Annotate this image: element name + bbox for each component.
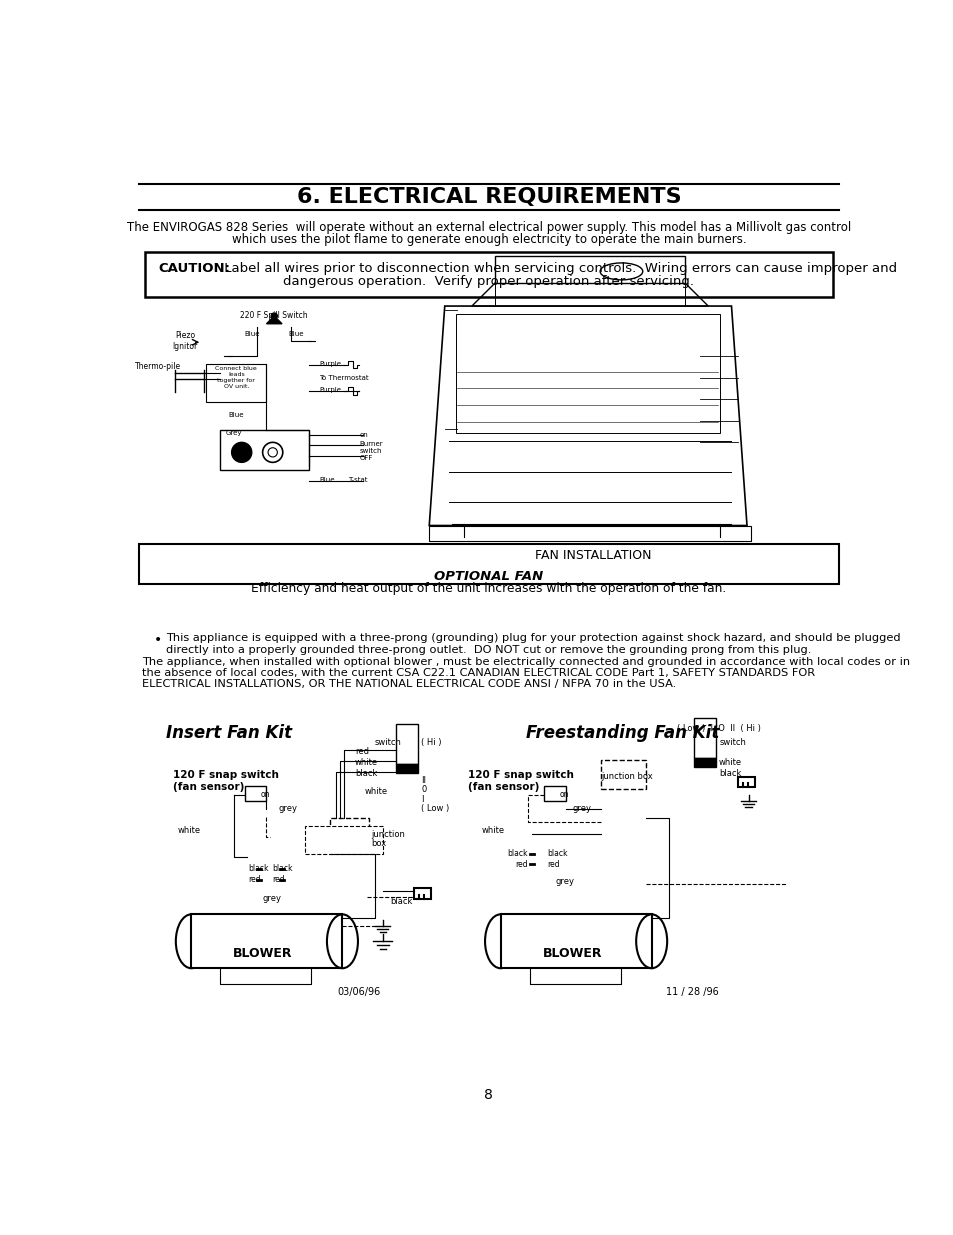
Text: red: red: [515, 860, 527, 868]
Text: 120 F snap switch
(fan sensor): 120 F snap switch (fan sensor): [173, 771, 279, 792]
Bar: [600, 760, 645, 789]
Text: black: black: [272, 864, 293, 873]
Text: black: black: [719, 769, 740, 778]
Text: box: box: [371, 839, 386, 848]
Text: 11 / 28 /96: 11 / 28 /96: [666, 988, 719, 998]
Text: which uses the pilot flame to generate enough electricity to operate the main bu: which uses the pilot flame to generate e…: [232, 233, 745, 246]
Bar: [414, 888, 431, 899]
Text: the absence of local codes, with the current CSA C22.1 CANADIAN ELECTRICAL CODE : the absence of local codes, with the cur…: [142, 668, 815, 678]
Text: grey: grey: [262, 894, 281, 903]
Text: junction box: junction box: [600, 772, 653, 781]
Text: Blue: Blue: [229, 411, 244, 417]
Bar: [245, 785, 266, 802]
Text: Label all wires prior to disconnection when servicing controls.  Wiring errors c: Label all wires prior to disconnection w…: [220, 262, 896, 275]
Text: black: black: [355, 769, 376, 778]
Text: 120 F snap switch
(fan sensor): 120 F snap switch (fan sensor): [468, 771, 574, 792]
Text: The ENVIROGAS 828 Series  will operate without an external electrical power supp: The ENVIROGAS 828 Series will operate wi…: [127, 221, 850, 235]
Text: Freestanding Fan Kit: Freestanding Fan Kit: [525, 724, 719, 742]
Text: white: white: [364, 787, 387, 797]
Text: on: on: [359, 431, 368, 437]
Text: FAN INSTALLATION: FAN INSTALLATION: [535, 548, 651, 562]
Text: To Thermostat: To Thermostat: [319, 375, 369, 382]
Bar: [495, 256, 684, 283]
Bar: [206, 364, 266, 403]
Text: black: black: [249, 864, 269, 873]
Bar: [395, 724, 417, 764]
Text: T-stat: T-stat: [348, 477, 367, 483]
Text: black: black: [546, 848, 567, 858]
Text: Thermo-pile: Thermo-pile: [134, 362, 181, 372]
Text: BLOWER: BLOWER: [542, 947, 601, 961]
Text: This appliance is equipped with a three-prong (grounding) plug for your protecti: This appliance is equipped with a three-…: [166, 634, 900, 643]
Text: ( Hi ): ( Hi ): [421, 739, 441, 747]
Text: The appliance, when installed with optional blower , must be electrically connec: The appliance, when installed with optio…: [142, 657, 910, 667]
Bar: [138, 543, 839, 584]
Bar: [543, 785, 565, 802]
Text: black: black: [507, 848, 527, 858]
Text: red: red: [249, 876, 261, 884]
Text: white: white: [177, 826, 200, 835]
Text: Purple: Purple: [319, 387, 341, 393]
Polygon shape: [395, 764, 417, 773]
Polygon shape: [266, 316, 282, 324]
Text: BLOWER: BLOWER: [233, 947, 292, 961]
Text: I: I: [421, 795, 423, 804]
Bar: [694, 718, 716, 758]
Text: on: on: [558, 790, 568, 799]
Text: red: red: [355, 747, 369, 756]
Text: 8: 8: [484, 1088, 493, 1102]
Text: Piezo
Ignitor: Piezo Ignitor: [172, 331, 197, 351]
Bar: [330, 818, 369, 848]
Text: Connect blue
leads
together for
OV unit.: Connect blue leads together for OV unit.: [215, 366, 257, 389]
Bar: [305, 826, 382, 853]
Text: on: on: [261, 790, 271, 799]
Text: OPTIONAL FAN: OPTIONAL FAN: [434, 571, 543, 583]
Text: Purple: Purple: [319, 361, 341, 367]
Text: switch: switch: [375, 739, 401, 747]
Text: black: black: [390, 897, 413, 905]
Text: CAUTION:: CAUTION:: [158, 262, 230, 275]
Text: grey: grey: [278, 804, 296, 813]
Text: Blue: Blue: [319, 477, 335, 483]
Text: Insert Fan Kit: Insert Fan Kit: [166, 724, 292, 742]
Circle shape: [271, 312, 277, 319]
Bar: [192, 914, 342, 968]
Text: ( Low )  I  O  II  ( Hi ): ( Low ) I O II ( Hi ): [677, 724, 760, 734]
Text: OFF: OFF: [359, 454, 373, 461]
Bar: [737, 777, 754, 787]
Text: Blue: Blue: [245, 331, 260, 337]
Circle shape: [232, 442, 252, 462]
Text: grey: grey: [555, 877, 574, 885]
Text: 6. ELECTRICAL REQUIREMENTS: 6. ELECTRICAL REQUIREMENTS: [296, 186, 680, 206]
Text: 220 F Spill Switch: 220 F Spill Switch: [240, 311, 308, 320]
Text: 0: 0: [421, 785, 426, 794]
Text: dangerous operation.  Verify proper operation after servicing.: dangerous operation. Verify proper opera…: [283, 275, 694, 288]
Text: grey: grey: [572, 804, 591, 813]
Text: Grey: Grey: [226, 430, 242, 436]
Bar: [220, 430, 309, 471]
Text: ( Low ): ( Low ): [421, 804, 449, 813]
Text: directly into a properly grounded three-prong outlet.  DO NOT cut or remove the : directly into a properly grounded three-…: [166, 645, 810, 655]
Polygon shape: [694, 758, 716, 767]
Text: white: white: [719, 758, 741, 767]
Text: Blue: Blue: [288, 331, 303, 337]
Text: junction: junction: [371, 830, 405, 839]
Text: red: red: [546, 860, 559, 868]
Text: white: white: [355, 758, 377, 767]
Bar: [456, 314, 720, 433]
Text: red: red: [272, 876, 284, 884]
Text: 03/06/96: 03/06/96: [337, 988, 381, 998]
Bar: [500, 914, 651, 968]
Text: Efficiency and heat output of the unit increases with the operation of the fan.: Efficiency and heat output of the unit i…: [251, 582, 726, 595]
Text: •: •: [154, 634, 162, 647]
Text: ELECTRICAL INSTALLATIONS, OR THE NATIONAL ELECTRICAL CODE ANSI / NFPA 70 in the : ELECTRICAL INSTALLATIONS, OR THE NATIONA…: [142, 679, 676, 689]
Bar: [145, 252, 832, 296]
Circle shape: [268, 448, 277, 457]
Text: white: white: [480, 826, 504, 835]
Text: Burner
switch: Burner switch: [359, 441, 383, 453]
Text: II: II: [421, 776, 426, 784]
Text: switch: switch: [719, 739, 745, 747]
